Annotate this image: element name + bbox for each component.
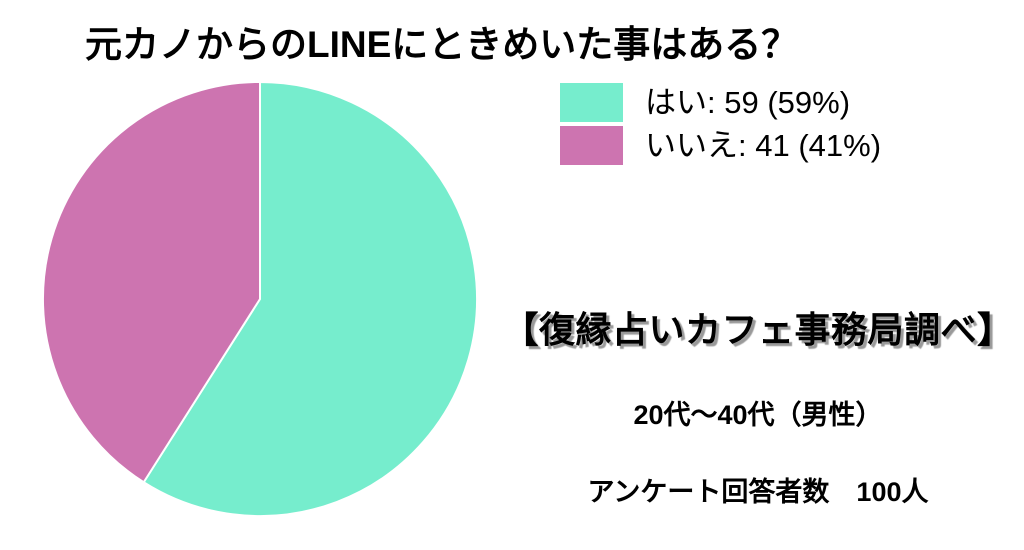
legend-item-yes: はい: 59 (59%)	[560, 83, 881, 122]
legend-label-yes: はい: 59 (59%)	[645, 85, 851, 120]
survey-info: 【復縁占いカフェ事務局調べ】 20代〜40代（男性） アンケート回答者数 100…	[496, 301, 1020, 509]
legend: はい: 59 (59%) いいえ: 41 (41%)	[560, 83, 881, 165]
survey-respondents: アンケート回答者数 100人	[587, 477, 929, 507]
pie-chart	[41, 80, 479, 518]
pie-slice-yes	[142, 80, 479, 518]
legend-swatch-no	[560, 126, 623, 165]
legend-item-no: いいえ: 41 (41%)	[560, 126, 881, 165]
pie-slice-no	[41, 80, 261, 484]
survey-demographic: 20代〜40代（男性）	[633, 400, 883, 430]
legend-swatch-yes	[560, 83, 623, 122]
legend-label-no: いいえ: 41 (41%)	[645, 128, 882, 163]
survey-source: 【復縁占いカフェ事務局調べ】	[502, 309, 1014, 350]
chart-title: 元カノからのLINEにときめいた事はある？	[85, 24, 799, 65]
